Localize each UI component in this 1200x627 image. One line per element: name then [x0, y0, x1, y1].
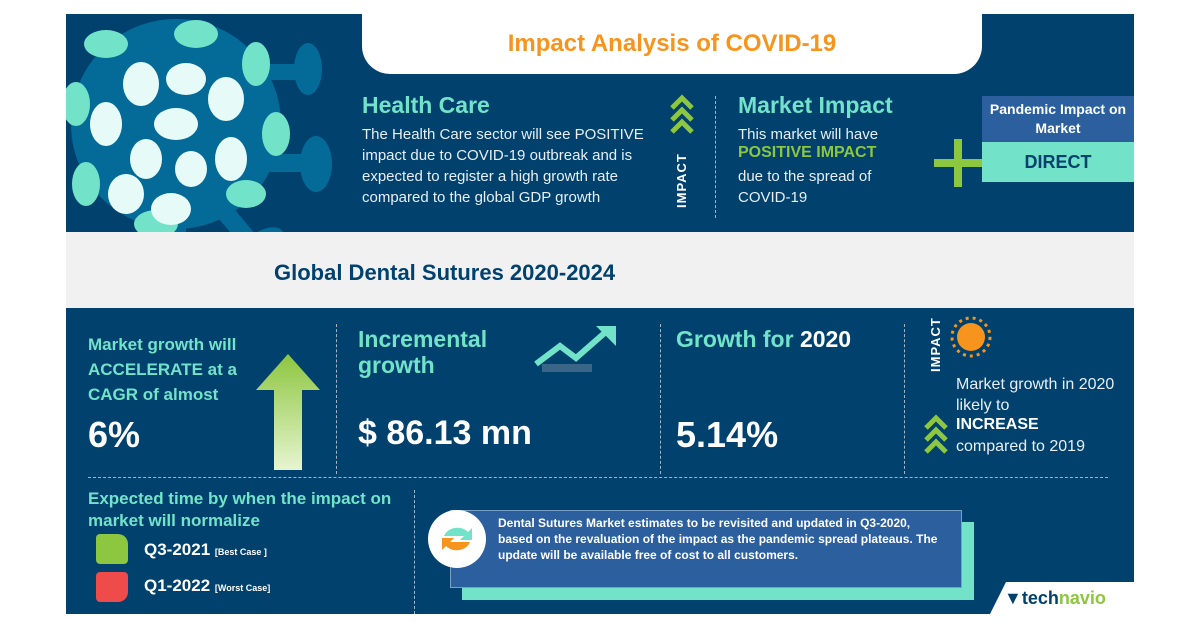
- worst-case-note: [Worst Case]: [214, 583, 271, 593]
- market-impact-highlight: POSITIVE IMPACT: [738, 144, 877, 161]
- report-title: Global Dental Sutures 2020-2024: [274, 260, 616, 285]
- best-case: Q3-2021 [Best Case ]: [144, 540, 267, 560]
- chevrons-up-icon: [670, 94, 694, 134]
- thumbs-up-icon: [96, 534, 128, 564]
- pandemic-impact-label: Pandemic Impact on Market: [982, 96, 1134, 142]
- divider: [904, 324, 905, 474]
- infographic: Impact Analysis of COVID-19 Health Care …: [66, 14, 1134, 614]
- best-case-date: Q3-2021: [144, 540, 211, 559]
- impact-2020-line1: Market growth in 2020 likely to: [956, 376, 1115, 414]
- health-care-title: Health Care: [362, 92, 490, 118]
- impact-label: IMPACT: [674, 153, 689, 208]
- note-text: Dental Sutures Market estimates to be re…: [498, 516, 938, 562]
- refresh-icon: [428, 510, 486, 568]
- impact-label-2: IMPACT: [928, 317, 943, 372]
- chevrons-up-icon: [924, 414, 948, 454]
- normalize-title: Expected time by when the impact on mark…: [88, 489, 392, 530]
- technavio-logo: ▼technavio: [1004, 588, 1106, 608]
- brand-box: [986, 582, 1134, 614]
- divider: [414, 490, 415, 614]
- note-box: [450, 510, 962, 588]
- health-care-text: The Health Care sector will see POSITIVE…: [362, 126, 644, 206]
- growth-2020-value: 5.14%: [676, 414, 779, 455]
- worst-case-date: Q1-2022: [144, 576, 211, 595]
- growth-text: Market growth will ACCELERATE at a CAGR …: [88, 335, 237, 404]
- divider: [336, 324, 337, 474]
- growth-2020-prefix: Growth for: [676, 326, 800, 352]
- impact-2020-highlight: INCREASE: [956, 416, 1039, 433]
- divider: [715, 96, 716, 218]
- market-impact-line2: due to the spread of COVID-19: [738, 168, 872, 206]
- market-impact-title: Market Impact: [738, 92, 893, 118]
- growth-2020-title: Growth for 2020: [676, 326, 851, 353]
- impact-2020-line2: compared to 2019: [956, 438, 1085, 455]
- trend-chart-icon: [534, 326, 616, 372]
- market-impact-line1: This market will have: [738, 126, 879, 143]
- worst-case: Q1-2022 [Worst Case]: [144, 576, 270, 596]
- sun-virus-icon: [950, 316, 992, 358]
- header-title: Impact Analysis of COVID-19: [507, 30, 837, 57]
- growth-2020-year: 2020: [799, 326, 852, 352]
- divider: [88, 477, 1108, 478]
- growth-value: 6%: [88, 414, 141, 455]
- header-banner: Impact Analysis of COVID-19: [362, 14, 982, 74]
- best-case-note: [Best Case ]: [214, 547, 267, 557]
- brand-navio: navio: [1058, 588, 1106, 608]
- plus-icon: [934, 139, 982, 187]
- pandemic-impact-value: DIRECT: [982, 142, 1134, 182]
- thumbs-down-icon: [96, 572, 128, 602]
- incremental-value: $ 86.13 mn: [358, 414, 532, 452]
- title-band: [66, 232, 1134, 308]
- incremental-title: Incremental growth: [358, 326, 488, 378]
- brand-tech: tech: [1021, 588, 1059, 608]
- arrow-up-icon: [256, 354, 320, 470]
- divider: [660, 324, 661, 474]
